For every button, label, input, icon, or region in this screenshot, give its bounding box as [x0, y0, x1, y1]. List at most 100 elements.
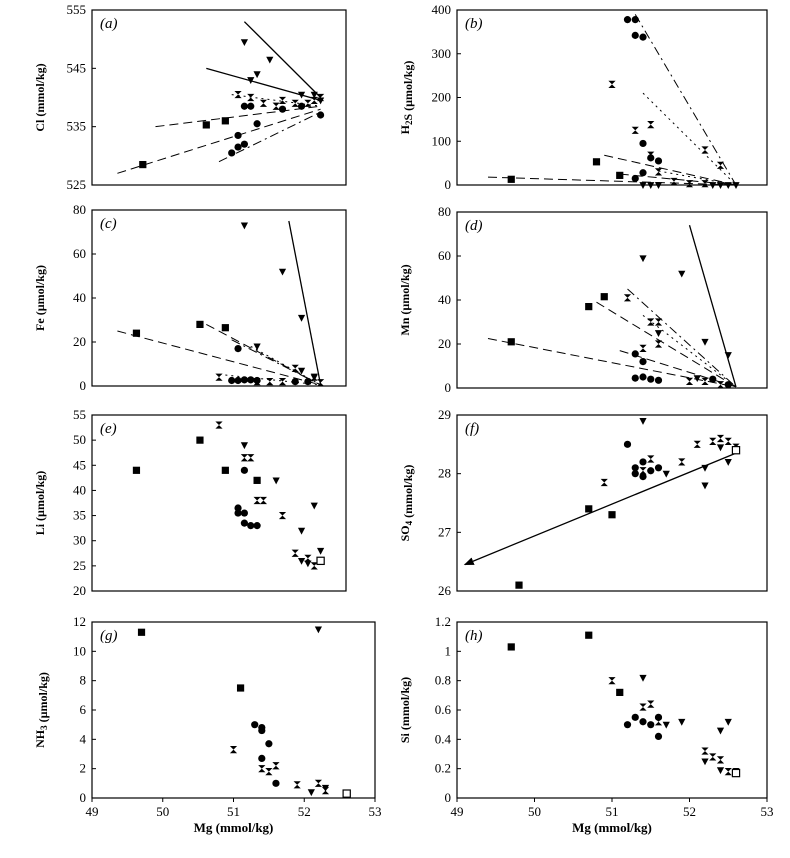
- data-point-triangle: [662, 470, 670, 478]
- data-point-bowtie: [623, 294, 632, 302]
- data-point-triangle: [297, 367, 306, 375]
- series-triangle: [240, 39, 325, 105]
- panel-label: (f): [465, 421, 479, 437]
- series-square: [139, 117, 229, 169]
- data-point-triangle: [724, 718, 732, 726]
- data-point-bowtie: [215, 421, 223, 429]
- data-point-circle: [639, 718, 647, 726]
- data-point-bowtie: [293, 781, 301, 789]
- data-point-circle: [234, 376, 242, 385]
- data-point-bowtie: [654, 168, 663, 176]
- trend-line: [658, 170, 737, 186]
- y-tick-label: 40: [73, 290, 86, 305]
- series-circle: [631, 350, 732, 389]
- data-point-circle: [265, 740, 273, 748]
- data-point-bowtie: [291, 99, 299, 107]
- series-open-square: [316, 556, 325, 566]
- data-point-bowtie: [670, 177, 678, 186]
- data-point-bowtie: [608, 80, 616, 88]
- y-tick-label: 300: [432, 46, 452, 61]
- data-point-triangle: [240, 222, 248, 230]
- panel-f: 26 27 28 29 (f) SO4 (mmol/kg): [398, 407, 768, 598]
- data-point-bowtie: [215, 373, 223, 381]
- data-point-bowtie: [639, 703, 647, 711]
- data-point-circle: [253, 522, 261, 530]
- data-point-circle: [291, 378, 299, 386]
- data-point-bowtie: [608, 677, 616, 685]
- data-point-bowtie: [654, 340, 663, 348]
- data-point-bowtie: [304, 554, 312, 562]
- y-tick-label: 200: [432, 90, 452, 105]
- data-point-triangle: [297, 91, 306, 99]
- series-square: [137, 628, 245, 692]
- data-point-circle: [240, 466, 248, 474]
- x-tick-label: 53: [369, 804, 382, 819]
- data-point-square: [236, 684, 245, 692]
- panel-e: 20 25 30 35 40 45 50 55 (e) Li (µmol/kg): [33, 407, 347, 598]
- y-tick-label: 1.2: [435, 614, 451, 629]
- data-point-circle: [272, 779, 280, 787]
- y-axis-label: Li (µmol/kg): [33, 471, 47, 536]
- data-point-bowtie: [639, 344, 647, 352]
- series-square: [515, 505, 616, 589]
- data-point-open-square: [342, 789, 351, 798]
- data-point-bowtie: [724, 437, 732, 445]
- y-tick-label: 555: [67, 2, 87, 17]
- y-axis-label: Mn (µmol/kg): [398, 264, 412, 335]
- y-tick-label: 0.8: [435, 673, 451, 688]
- data-point-triangle: [716, 767, 725, 775]
- x-axis-label: Mg (mmol/kg): [194, 820, 274, 835]
- data-point-triangle: [253, 71, 261, 79]
- data-point-bowtie: [253, 496, 261, 505]
- series-bowtie: [623, 294, 725, 389]
- plot-frame: [456, 211, 768, 389]
- data-point-triangle: [716, 444, 725, 452]
- series-triangle: [307, 626, 330, 797]
- data-point-circle: [647, 721, 655, 729]
- data-point-triangle: [314, 626, 322, 634]
- series-open-square: [731, 446, 741, 455]
- data-point-triangle: [732, 182, 740, 189]
- data-point-triangle: [678, 270, 686, 278]
- data-point-square: [616, 171, 624, 179]
- data-point-bowtie: [278, 511, 287, 520]
- data-point-circle: [258, 726, 266, 735]
- y-axis-label: Si (mmol/kg): [398, 677, 412, 743]
- data-point-square: [132, 466, 141, 474]
- data-point-circle: [240, 509, 248, 517]
- data-point-circle: [639, 358, 647, 366]
- panel-label: (a): [100, 16, 118, 32]
- data-point-circle: [247, 102, 255, 110]
- data-point-circle: [623, 440, 632, 448]
- data-point-bowtie: [304, 99, 312, 107]
- data-point-circle: [247, 376, 255, 384]
- data-point-circle: [278, 105, 287, 113]
- data-point-bowtie: [278, 96, 287, 105]
- data-point-triangle: [310, 91, 318, 99]
- y-tick-label: 525: [67, 177, 87, 192]
- data-point-circle: [228, 376, 236, 385]
- data-point-circle: [623, 721, 632, 729]
- data-point-square: [608, 511, 616, 519]
- data-point-triangle: [297, 557, 306, 565]
- panel-label: (d): [465, 218, 483, 234]
- series-bowtie: [600, 434, 740, 487]
- data-point-circle: [234, 345, 242, 353]
- data-point-bowtie: [631, 126, 639, 134]
- y-tick-label: 545: [67, 60, 87, 75]
- x-tick-label: 50: [528, 804, 541, 819]
- trend-line: [604, 154, 737, 186]
- data-point-square: [221, 117, 229, 125]
- y-axis-label: H2S (µmol/kg): [398, 61, 415, 135]
- panel-label: (e): [100, 421, 117, 437]
- data-point-bowtie: [291, 549, 299, 557]
- data-point-bowtie: [647, 318, 655, 326]
- trend-line: [627, 288, 737, 388]
- data-point-triangle: [662, 721, 670, 729]
- panel-label: (h): [465, 628, 483, 644]
- data-point-bowtie: [654, 718, 663, 726]
- series-circle: [228, 102, 325, 157]
- data-point-triangle: [701, 464, 709, 472]
- y-tick-label: 20: [73, 583, 86, 598]
